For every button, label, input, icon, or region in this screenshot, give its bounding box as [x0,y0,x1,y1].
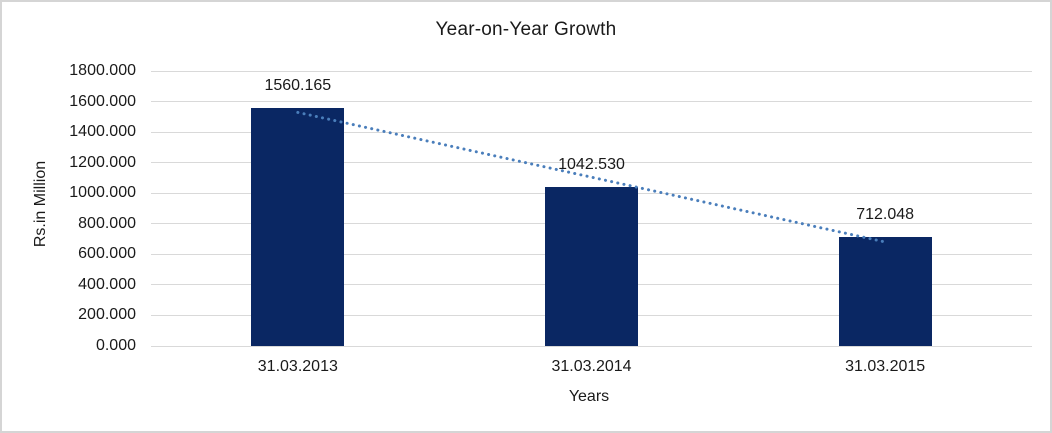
y-tick-label: 1400.000 [69,123,136,141]
y-tick-label: 1600.000 [69,92,136,110]
bar [545,186,638,346]
y-tick-label: 200.000 [78,306,136,324]
bar-value-label: 1560.165 [264,76,332,94]
chart-title: Year-on-Year Growth [435,19,617,40]
x-category-label: 31.03.2013 [257,358,338,375]
x-category-label: 31.03.2015 [845,358,926,375]
gridline [151,70,1032,72]
bar-value-label: 1042.530 [558,155,625,173]
y-tick-label: 600.000 [78,245,136,263]
bar [838,237,932,346]
x-axis-title: Years [568,388,610,405]
y-tick-label: 1000.000 [69,184,136,202]
gridline [151,345,1032,347]
y-tick-label: 400.000 [78,275,136,293]
bar-value-label: 712.048 [856,206,915,224]
y-tick-label: 1200.000 [69,153,136,171]
gridline [151,101,1032,103]
x-category-label: 31.03.2014 [551,358,632,375]
y-tick-label: 0.000 [95,337,136,354]
y-tick-label: 1800.000 [69,62,136,79]
y-tick-label: 800.000 [78,214,136,232]
bar [251,107,345,346]
